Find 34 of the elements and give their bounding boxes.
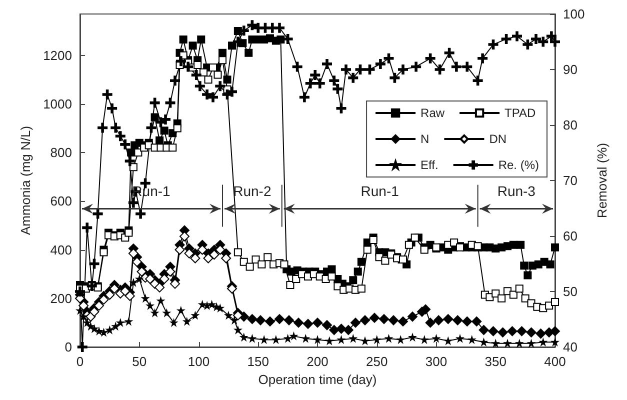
y2-tick-label: 50	[563, 284, 578, 299]
y2-tick-label: 100	[563, 6, 585, 22]
x-tick-label: 100	[188, 354, 210, 369]
y-tick-label: 200	[50, 290, 72, 306]
legend-label: Raw	[420, 106, 445, 120]
x-axis-title: Operation time (day)	[258, 372, 377, 387]
y2-tick-label: 70	[563, 173, 578, 188]
x-tick-label: 200	[306, 354, 328, 369]
legend-label: DN	[489, 132, 507, 146]
x-tick-label: 250	[366, 354, 388, 369]
y2-tick-label: 80	[563, 118, 578, 132]
annotation: Run-1	[360, 182, 400, 199]
legend-label: Re. (%)	[498, 158, 540, 172]
y-tick-label: 1000	[43, 96, 72, 112]
y2-axis-title: Removal (%)	[594, 142, 610, 218]
y-tick-label: 1200	[43, 48, 72, 63]
y2-tick-label: 40	[563, 340, 578, 354]
x-tick-label: 150	[247, 354, 269, 369]
y-tick-label: 0	[64, 340, 72, 354]
y-axis-title: Ammonia (mg N/L)	[18, 126, 34, 236]
legend-label: N	[420, 132, 430, 146]
y2-tick-label: 60	[563, 228, 578, 244]
y-tick-label: 800	[50, 145, 72, 160]
x-tick-label: 300	[425, 354, 448, 369]
x-tick-label: 350	[484, 354, 506, 369]
x-tick-label: 50	[132, 354, 147, 369]
annotation: Run-3	[497, 182, 536, 199]
x-tick-label: 0	[76, 354, 84, 369]
y-tick-label: 600	[50, 194, 72, 209]
x-tick-label: 400	[544, 354, 566, 369]
y-tick-label: 400	[50, 242, 72, 258]
legend-label: Eff.	[420, 158, 438, 172]
legend-label: TPAD	[504, 106, 536, 120]
y2-tick-label: 90	[563, 62, 578, 77]
